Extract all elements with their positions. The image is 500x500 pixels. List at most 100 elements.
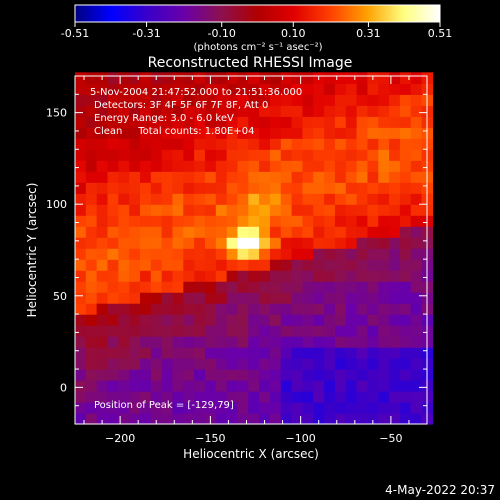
heatmap-cell [118, 391, 130, 403]
heatmap-cell [389, 325, 401, 337]
heatmap-cell [118, 160, 130, 172]
heatmap-cell [139, 358, 152, 370]
heatmap-cell [302, 281, 314, 293]
heatmap-cell [226, 292, 239, 304]
annotation-detectors: Detectors: 3F 4F 5F 6F 7F 8F, Att 0 [94, 100, 268, 111]
heatmap-cell [367, 193, 379, 205]
heatmap-cell [183, 248, 195, 260]
heatmap-cell [139, 281, 152, 293]
heatmap-cell [389, 116, 401, 128]
heatmap-cell [410, 105, 423, 117]
heatmap-cell [75, 204, 87, 216]
heatmap-cell [172, 204, 184, 216]
heatmap-cell [313, 369, 325, 381]
heatmap-cell [172, 105, 184, 117]
heatmap-cell [150, 83, 163, 95]
heatmap-cell [345, 380, 358, 392]
heatmap-cell [85, 182, 98, 194]
heatmap-cell [96, 215, 109, 227]
heatmap-cell [237, 193, 249, 205]
colorbar-tick-label: -0.10 [207, 27, 235, 40]
heatmap-cell [172, 380, 184, 392]
heatmap-cell [302, 204, 314, 216]
heatmap-cell [410, 314, 423, 326]
heatmap-cell [204, 94, 217, 106]
heatmap-cell [107, 204, 119, 216]
heatmap-cell [280, 325, 293, 337]
heatmap-cell [215, 193, 228, 205]
heatmap-cell [269, 402, 282, 414]
heatmap-cell [302, 336, 314, 348]
heatmap-cell [334, 204, 347, 216]
heatmap-cell [280, 270, 293, 282]
heatmap-cell [139, 259, 152, 271]
heatmap-cell [345, 270, 358, 282]
heatmap-cell [237, 380, 249, 392]
heatmap-cell [324, 336, 336, 348]
heatmap-cell [399, 391, 412, 403]
heatmap-cell [129, 127, 141, 139]
heatmap-cell [75, 160, 87, 172]
heatmap-cell [107, 171, 119, 183]
y-tick-label: 0 [60, 381, 67, 394]
heatmap-cell [96, 391, 109, 403]
heatmap-cell [226, 72, 239, 84]
heatmap-cell [139, 237, 152, 249]
heatmap-cell [161, 94, 174, 106]
colorbar-tick-label: 0.31 [356, 27, 381, 40]
heatmap-cell [302, 160, 314, 172]
heatmap-cell [356, 380, 369, 392]
heatmap-cell [291, 237, 304, 249]
heatmap-cell [150, 413, 163, 425]
heatmap-cell [237, 314, 249, 326]
heatmap-cell [313, 413, 325, 425]
heatmap-cell [161, 391, 174, 403]
heatmap-cell [96, 402, 109, 414]
heatmap-cell [204, 402, 217, 414]
heatmap-cell [345, 369, 358, 381]
heatmap-cell [183, 160, 195, 172]
heatmap-cell [345, 226, 358, 238]
colorbar: -0.51 -0.31 -0.10 0.10 0.31 0.51 (photons cm⁻… [61, 4, 452, 53]
heatmap-cell [204, 314, 217, 326]
heatmap-cell [345, 248, 358, 260]
heatmap-cell [204, 105, 217, 117]
heatmap-cell [399, 226, 412, 238]
heatmap-cell [204, 138, 217, 150]
heatmap-cell [378, 226, 390, 238]
heatmap-cell [204, 358, 217, 370]
heatmap-cell [269, 325, 282, 337]
heatmap-cell [269, 292, 282, 304]
heatmap-cell [259, 204, 271, 216]
heatmap-cell [378, 325, 390, 337]
heatmap-cell [280, 259, 293, 271]
heatmap-cell [280, 413, 293, 425]
heatmap-cell [313, 94, 325, 106]
heatmap-cell [118, 292, 130, 304]
heatmap-cell [259, 281, 271, 293]
heatmap-cell [367, 127, 379, 139]
heatmap-cell [389, 314, 401, 326]
heatmap-cell [215, 380, 228, 392]
heatmap-cell [161, 226, 174, 238]
heatmap-cell [334, 325, 347, 337]
heatmap-cell [226, 204, 239, 216]
heatmap-cell [172, 94, 184, 106]
heatmap-cell [150, 380, 163, 392]
heatmap-cell [345, 336, 358, 348]
x-tick-label: −200 [105, 432, 135, 445]
heatmap-cell [96, 336, 109, 348]
heatmap-cell [259, 391, 271, 403]
x-tick-label: −100 [286, 432, 316, 445]
heatmap-cell [194, 391, 206, 403]
heatmap-cell [172, 116, 184, 128]
heatmap-cell [129, 292, 141, 304]
heatmap-cell [129, 358, 141, 370]
heatmap-cell [139, 314, 152, 326]
heatmap-cell [161, 248, 174, 260]
heatmap-cell [85, 292, 98, 304]
heatmap-cell [313, 237, 325, 249]
heatmap-cell [259, 83, 271, 95]
heatmap-cell [302, 72, 314, 84]
heatmap-cell [313, 281, 325, 293]
